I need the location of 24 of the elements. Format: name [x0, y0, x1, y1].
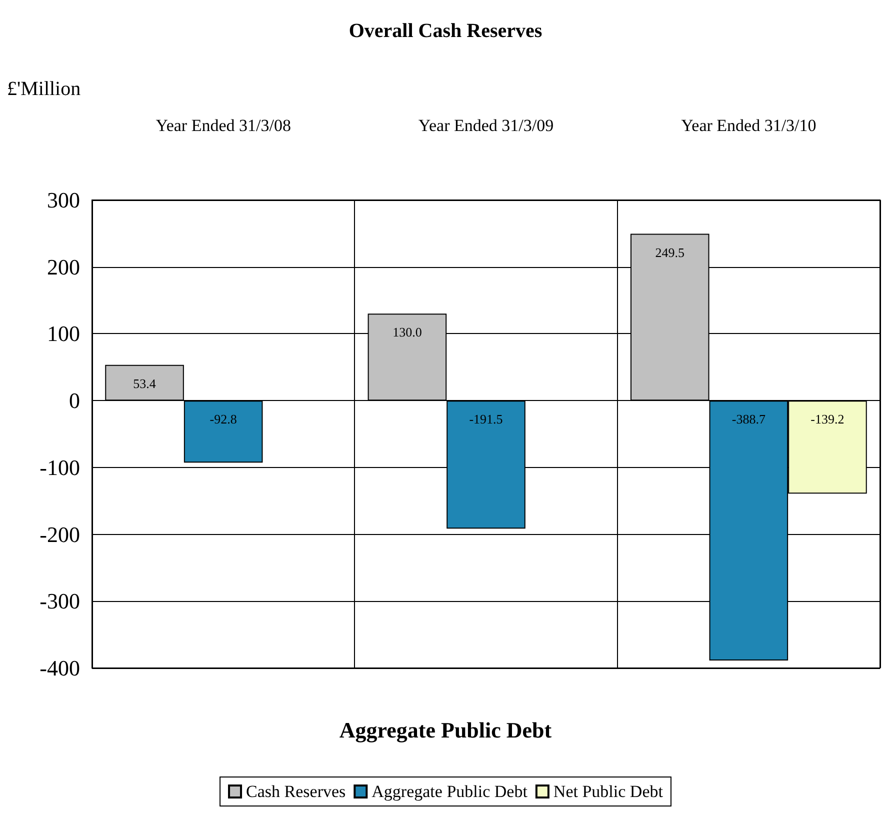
y-tick-label: 100: [47, 321, 80, 346]
data-label: 53.4: [133, 376, 156, 391]
data-label: -92.8: [210, 412, 237, 427]
legend-label: Cash Reserves: [246, 782, 346, 801]
y-tick-label: 200: [47, 254, 80, 280]
y-axis-title: £'Million: [7, 78, 81, 100]
data-label: 130.0: [392, 324, 422, 340]
y-tick-label: 300: [47, 188, 80, 212]
y-tick-label: -200: [40, 522, 80, 547]
x-axis-title: Aggregate Public Debt: [339, 718, 552, 742]
y-tick-label: -100: [40, 454, 80, 480]
x-tick-label: Year Ended 31/3/08: [156, 116, 291, 135]
legend-label: Aggregate Public Debt: [372, 782, 528, 801]
legend-label: Net Public Debt: [553, 782, 664, 801]
data-label: 249.5: [655, 244, 684, 260]
chart-title: Overall Cash Reserves: [348, 20, 542, 42]
y-tick-label: -300: [40, 588, 80, 614]
data-label: -191.5: [469, 412, 503, 427]
x-tick-label: Year Ended 31/3/10: [681, 116, 816, 135]
y-tick-label: 0: [69, 388, 80, 414]
x-tick-label: Year Ended 31/3/09: [418, 116, 554, 135]
y-tick-label: -400: [40, 656, 80, 680]
data-label: -139.2: [810, 412, 844, 427]
data-label: -388.7: [732, 412, 766, 427]
